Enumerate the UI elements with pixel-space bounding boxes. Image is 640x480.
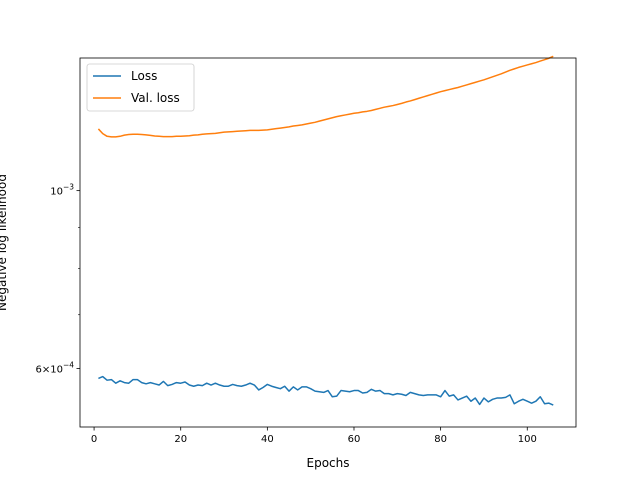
- x-axis-label: Epochs: [307, 456, 350, 470]
- x-tick-label: 20: [174, 434, 187, 445]
- y-tick-label: 6×10−4: [35, 360, 74, 375]
- series-line-1: [97, 55, 554, 138]
- legend: Loss Val. loss: [86, 63, 195, 112]
- plot-lines: [97, 55, 554, 406]
- y-tick-label: 10−3: [50, 183, 74, 198]
- x-tick-label: 80: [434, 434, 447, 445]
- x-tick-label: 100: [518, 434, 537, 445]
- x-tick-label: 0: [91, 434, 97, 445]
- x-tick-label: 60: [348, 434, 361, 445]
- x-tick-label: 40: [261, 434, 274, 445]
- y-axis: 10−3 6×10−4: [35, 183, 80, 375]
- legend-label: Loss: [131, 69, 157, 83]
- series-line-0: [98, 375, 554, 406]
- y-axis-label: Negative log likelihood: [0, 174, 9, 311]
- x-axis: 0 20 40 60 80 100: [91, 427, 537, 445]
- plot-area-frame: [79, 57, 577, 428]
- legend-label: Val. loss: [131, 91, 180, 105]
